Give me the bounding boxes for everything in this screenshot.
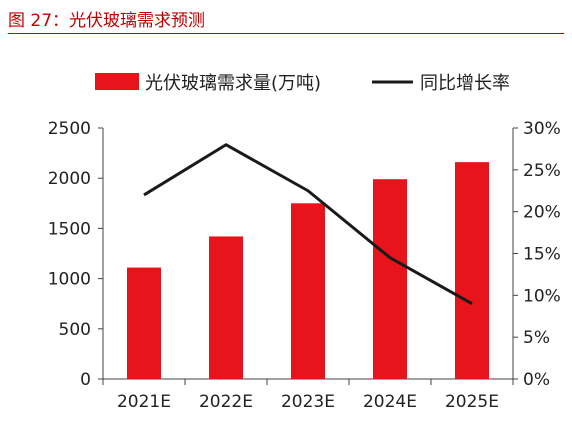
legend-bar-swatch [95, 73, 139, 90]
left-axis-tick-label: 1500 [48, 219, 91, 239]
right-axis-tick-label: 20% [523, 203, 561, 223]
left-axis-tick-label: 1000 [48, 270, 91, 290]
right-axis-tick-label: 25% [523, 161, 561, 181]
bar [209, 236, 243, 379]
right-axis-tick-label: 0% [523, 370, 550, 390]
bar [291, 203, 325, 379]
left-axis-tick-label: 500 [59, 320, 91, 340]
right-axis-tick-label: 15% [523, 245, 561, 265]
legend-line-label: 同比增长率 [420, 73, 510, 94]
bar [455, 162, 489, 379]
legend-bar-label: 光伏玻璃需求量(万吨) [145, 73, 321, 94]
bar [373, 179, 407, 379]
left-axis-tick-label: 0 [80, 370, 91, 390]
x-axis-tick-label: 2022E [199, 392, 253, 412]
right-axis-tick-label: 5% [523, 328, 550, 348]
x-axis-tick-label: 2021E [117, 392, 171, 412]
left-axis-tick-label: 2000 [48, 169, 91, 189]
x-axis-tick-label: 2024E [363, 392, 417, 412]
left-axis-tick-label: 2500 [48, 119, 91, 139]
x-axis-tick-label: 2023E [281, 392, 335, 412]
bar [127, 267, 161, 379]
right-axis-tick-label: 10% [523, 286, 561, 306]
right-axis-tick-label: 30% [523, 119, 561, 139]
title-divider [8, 33, 564, 34]
x-axis-tick-label: 2025E [445, 392, 499, 412]
figure-title: 图 27：光伏玻璃需求预测 [8, 11, 206, 31]
